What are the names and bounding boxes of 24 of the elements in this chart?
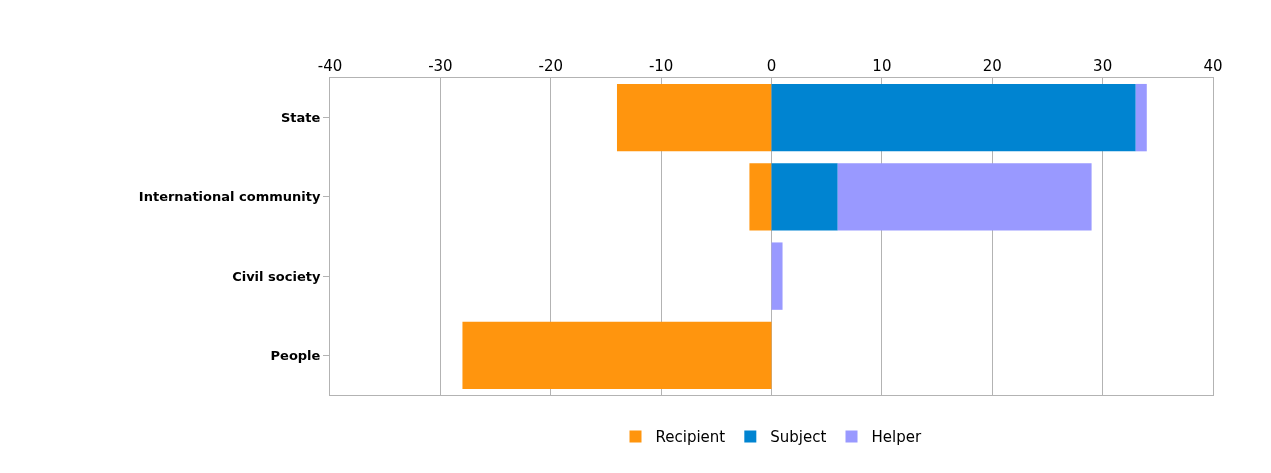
legend-label: Subject: [770, 428, 827, 447]
bar: [1135, 83, 1147, 152]
x-tick-label: -30: [428, 57, 453, 75]
y-tick-label: International community: [138, 189, 321, 205]
x-tick-label: -10: [648, 57, 674, 75]
bar: [771, 83, 1136, 152]
bar: [749, 163, 772, 231]
bar: [616, 83, 772, 152]
bar: [771, 242, 783, 310]
bar: [837, 163, 1092, 231]
legend-label: Recipient: [655, 428, 726, 447]
x-tick-label: 40: [1203, 57, 1223, 75]
y-tick-label: State: [281, 110, 321, 126]
bar: [462, 321, 772, 390]
x-tick-label: 20: [982, 57, 1002, 75]
y-tick-label: People: [270, 347, 321, 363]
x-tick-label: 10: [872, 57, 892, 75]
bar: [771, 163, 838, 231]
x-tick-label: -20: [538, 57, 563, 75]
x-tick-label: 0: [766, 57, 777, 75]
legend-label: Helper: [871, 428, 922, 447]
x-tick-label: -40: [317, 57, 343, 75]
x-tick-label: 30: [1093, 57, 1113, 75]
y-tick-label: Civil society: [232, 268, 321, 284]
